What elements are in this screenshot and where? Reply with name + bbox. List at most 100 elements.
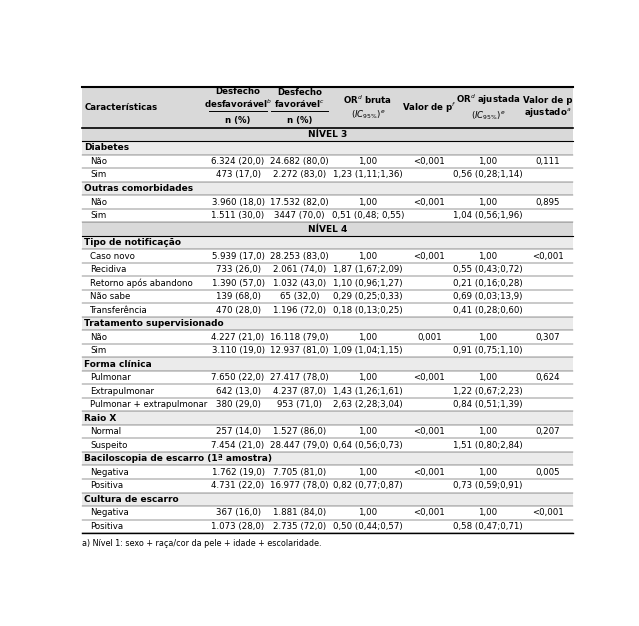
Text: 1.511 (30,0): 1.511 (30,0) — [212, 211, 265, 220]
Text: Negativa: Negativa — [90, 508, 129, 517]
Text: Desfecho
desfavorável$^b$: Desfecho desfavorável$^b$ — [204, 87, 272, 110]
Text: Transferência: Transferência — [90, 305, 148, 315]
Text: 1,00: 1,00 — [358, 252, 378, 260]
Text: n (%): n (%) — [287, 116, 312, 125]
Text: a) Nível 1: sexo + raça/cor da pele + idade + escolaridade.: a) Nível 1: sexo + raça/cor da pele + id… — [82, 539, 322, 548]
Text: Extrapulmonar: Extrapulmonar — [90, 387, 154, 396]
Text: OR$^d$ bruta
$(IC_{95\%})^e$: OR$^d$ bruta $(IC_{95\%})^e$ — [343, 94, 392, 121]
Text: 1,00: 1,00 — [479, 468, 498, 477]
Text: 6.324 (20,0): 6.324 (20,0) — [212, 157, 265, 166]
Text: 0,895: 0,895 — [536, 198, 560, 207]
Text: <0,001: <0,001 — [413, 508, 445, 517]
Bar — [82, 411, 573, 425]
Text: 0,82 (0,77;0,87): 0,82 (0,77;0,87) — [333, 481, 403, 490]
Bar — [82, 357, 573, 371]
Text: 27.417 (78,0): 27.417 (78,0) — [270, 373, 328, 382]
Text: 28.253 (83,0): 28.253 (83,0) — [270, 252, 328, 260]
Text: 1.032 (43,0): 1.032 (43,0) — [273, 279, 326, 287]
Text: 1.527 (86,0): 1.527 (86,0) — [273, 427, 326, 436]
Text: 0,50 (0,44;0,57): 0,50 (0,44;0,57) — [333, 522, 403, 531]
Text: Valor de p
ajustado$^a$: Valor de p ajustado$^a$ — [523, 96, 573, 120]
Text: 0,001: 0,001 — [417, 332, 442, 342]
Text: 642 (13,0): 642 (13,0) — [215, 387, 261, 396]
Text: 1,00: 1,00 — [479, 508, 498, 517]
Bar — [82, 141, 573, 155]
Text: <0,001: <0,001 — [413, 373, 445, 382]
Text: 0,307: 0,307 — [535, 332, 560, 342]
Text: 7.650 (22,0): 7.650 (22,0) — [212, 373, 265, 382]
Bar — [82, 236, 573, 249]
Text: 4.237 (87,0): 4.237 (87,0) — [273, 387, 326, 396]
Text: 1,00: 1,00 — [358, 427, 378, 436]
Text: 1,00: 1,00 — [479, 373, 498, 382]
Bar — [82, 493, 573, 506]
Text: 0,21 (0,16;0,28): 0,21 (0,16;0,28) — [453, 279, 523, 287]
Text: Outras comorbidades: Outras comorbidades — [84, 184, 194, 193]
Bar — [82, 317, 573, 331]
Text: <0,001: <0,001 — [413, 252, 445, 260]
Text: 1.762 (19,0): 1.762 (19,0) — [212, 468, 265, 477]
Text: Negativa: Negativa — [90, 468, 129, 477]
Text: 4.731 (22,0): 4.731 (22,0) — [212, 481, 265, 490]
Bar — [82, 452, 573, 466]
Text: 2,63 (2,28;3,04): 2,63 (2,28;3,04) — [333, 400, 403, 409]
Text: 470 (28,0): 470 (28,0) — [215, 305, 261, 315]
Text: 1,00: 1,00 — [479, 332, 498, 342]
Text: Caso novo: Caso novo — [90, 252, 135, 260]
Text: <0,001: <0,001 — [413, 468, 445, 477]
Text: Não: Não — [90, 332, 107, 342]
Text: 4.227 (21,0): 4.227 (21,0) — [212, 332, 265, 342]
Text: Não sabe: Não sabe — [90, 292, 130, 301]
Text: 1.390 (57,0): 1.390 (57,0) — [212, 279, 265, 287]
Text: 7.705 (81,0): 7.705 (81,0) — [273, 468, 326, 477]
Text: 0,58 (0,47;0,71): 0,58 (0,47;0,71) — [453, 522, 523, 531]
Text: 0,56 (0,28;1,14): 0,56 (0,28;1,14) — [453, 170, 523, 180]
Text: 0,29 (0,25;0,33): 0,29 (0,25;0,33) — [333, 292, 403, 301]
Text: 0,624: 0,624 — [535, 373, 560, 382]
Text: Suspeito: Suspeito — [90, 441, 128, 449]
Text: NÍVEL 4: NÍVEL 4 — [308, 225, 347, 233]
Text: 1,00: 1,00 — [479, 252, 498, 260]
Bar — [82, 222, 573, 236]
Text: 1,87 (1,67;2,09): 1,87 (1,67;2,09) — [333, 265, 403, 274]
Text: 257 (14,0): 257 (14,0) — [215, 427, 261, 436]
Text: 5.939 (17,0): 5.939 (17,0) — [212, 252, 265, 260]
Text: <0,001: <0,001 — [532, 252, 564, 260]
Text: 0,84 (0,51;1,39): 0,84 (0,51;1,39) — [453, 400, 523, 409]
Text: 0,41 (0,28;0,60): 0,41 (0,28;0,60) — [453, 305, 523, 315]
Text: Positiva: Positiva — [90, 522, 123, 531]
Text: Sim: Sim — [90, 211, 107, 220]
Text: <0,001: <0,001 — [532, 508, 564, 517]
Text: 0,207: 0,207 — [535, 427, 560, 436]
Text: 1,04 (0,56;1,96): 1,04 (0,56;1,96) — [453, 211, 523, 220]
Text: 28.447 (79,0): 28.447 (79,0) — [270, 441, 328, 449]
Text: 380 (29,0): 380 (29,0) — [215, 400, 261, 409]
Text: 0,69 (0,03;13,9): 0,69 (0,03;13,9) — [453, 292, 523, 301]
Text: 1,00: 1,00 — [358, 373, 378, 382]
Text: Não: Não — [90, 157, 107, 166]
Text: Sim: Sim — [90, 170, 107, 180]
Text: Sim: Sim — [90, 346, 107, 355]
Text: n (%): n (%) — [226, 116, 250, 125]
Text: Valor de p$^f$: Valor de p$^f$ — [402, 100, 457, 115]
Text: 1,00: 1,00 — [358, 157, 378, 166]
Text: Raio X: Raio X — [84, 414, 117, 423]
Text: 65 (32,0): 65 (32,0) — [279, 292, 319, 301]
Text: 1,51 (0,80;2,84): 1,51 (0,80;2,84) — [453, 441, 523, 449]
Text: 1.073 (28,0): 1.073 (28,0) — [212, 522, 265, 531]
Text: 12.937 (81,0): 12.937 (81,0) — [270, 346, 328, 355]
Text: 0,005: 0,005 — [535, 468, 560, 477]
Text: 1,00: 1,00 — [358, 332, 378, 342]
Text: <0,001: <0,001 — [413, 198, 445, 207]
Text: 24.682 (80,0): 24.682 (80,0) — [270, 157, 328, 166]
Text: <0,001: <0,001 — [413, 427, 445, 436]
Text: 17.532 (82,0): 17.532 (82,0) — [270, 198, 328, 207]
Text: Desfecho
favorável$^c$: Desfecho favorável$^c$ — [274, 88, 325, 110]
Text: Cultura de escarro: Cultura de escarro — [84, 495, 179, 504]
Text: 1,43 (1,26;1,61): 1,43 (1,26;1,61) — [333, 387, 403, 396]
Text: Positiva: Positiva — [90, 481, 123, 490]
Text: 0,111: 0,111 — [535, 157, 560, 166]
Text: 1,00: 1,00 — [479, 427, 498, 436]
Text: 0,91 (0,75;1,10): 0,91 (0,75;1,10) — [453, 346, 523, 355]
Text: Características: Características — [84, 103, 157, 112]
